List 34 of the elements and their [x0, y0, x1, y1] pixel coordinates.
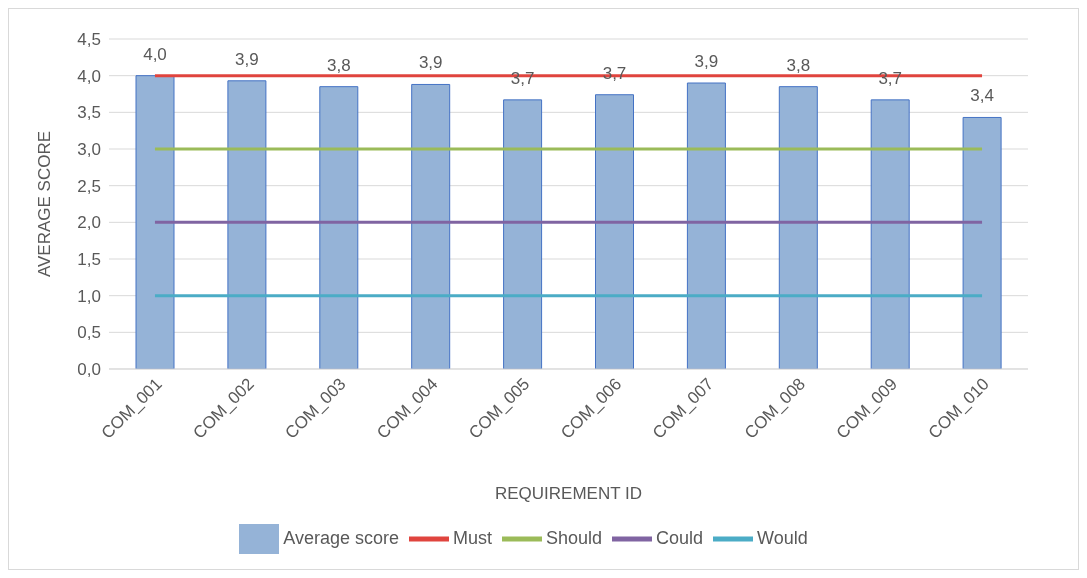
- y-tick-label: 4,0: [77, 66, 101, 86]
- x-axis-title: REQUIREMENT ID: [494, 484, 643, 503]
- legend-label: Should: [545, 527, 603, 548]
- data-label: 3,9: [418, 53, 443, 73]
- y-tick-label: 2,0: [77, 213, 101, 233]
- bar: [870, 99, 910, 369]
- y-tick-label: 0,0: [77, 360, 101, 380]
- bar: [227, 80, 267, 369]
- y-tick-label: 1,0: [77, 286, 101, 306]
- y-tick-label: 1,5: [77, 250, 101, 270]
- y-tick-label: 3,5: [77, 103, 101, 123]
- data-label: 4,0: [143, 44, 167, 64]
- y-tick-label: 0,5: [77, 323, 101, 343]
- bar: [595, 94, 634, 369]
- bar: [778, 86, 818, 369]
- data-label: 3,9: [235, 49, 259, 69]
- legend-label: Would: [757, 527, 808, 548]
- legend-label: Must: [452, 527, 492, 548]
- bar: [135, 75, 175, 369]
- data-label: 3,4: [970, 86, 994, 106]
- y-tick-label: 3,0: [77, 140, 101, 160]
- bar: [411, 83, 451, 369]
- data-label: 3,9: [694, 52, 719, 71]
- bar: [686, 82, 726, 369]
- legend-label: Could: [656, 527, 704, 548]
- data-label: 3,8: [326, 55, 351, 75]
- bar: [319, 86, 359, 369]
- bar: [962, 116, 1002, 369]
- legend-label: Average score: [283, 527, 399, 548]
- y-tick-label: 2,5: [77, 176, 101, 196]
- bar: [503, 99, 543, 369]
- y-tick-label: 4,5: [77, 30, 101, 50]
- data-label: 3,8: [786, 55, 811, 75]
- y-axis-title: AVERAGE SCORE: [35, 130, 55, 278]
